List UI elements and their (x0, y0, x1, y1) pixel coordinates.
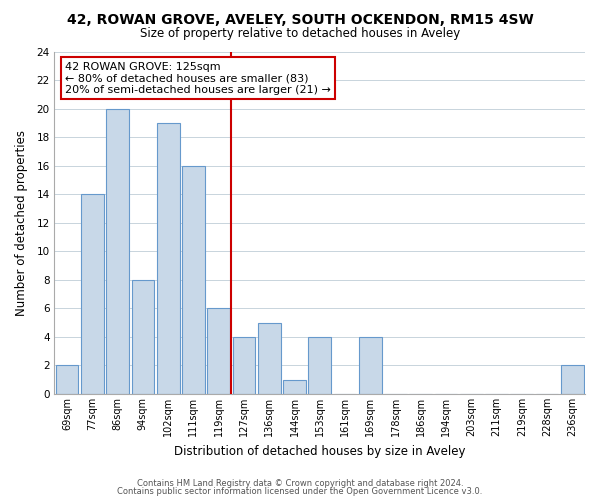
Text: Contains HM Land Registry data © Crown copyright and database right 2024.: Contains HM Land Registry data © Crown c… (137, 478, 463, 488)
Bar (131, 280, 154, 394)
Bar (308, 337, 331, 394)
Bar (106, 108, 129, 394)
Bar (157, 123, 179, 394)
Y-axis label: Number of detached properties: Number of detached properties (15, 130, 28, 316)
Bar (561, 366, 584, 394)
Bar (359, 337, 382, 394)
Bar (182, 166, 205, 394)
Text: 42, ROWAN GROVE, AVELEY, SOUTH OCKENDON, RM15 4SW: 42, ROWAN GROVE, AVELEY, SOUTH OCKENDON,… (67, 12, 533, 26)
Bar (258, 322, 281, 394)
Bar (233, 337, 255, 394)
Bar (81, 194, 104, 394)
Bar (56, 366, 79, 394)
Text: Size of property relative to detached houses in Aveley: Size of property relative to detached ho… (140, 28, 460, 40)
X-axis label: Distribution of detached houses by size in Aveley: Distribution of detached houses by size … (174, 444, 466, 458)
Bar (207, 308, 230, 394)
Bar (283, 380, 306, 394)
Text: Contains public sector information licensed under the Open Government Licence v3: Contains public sector information licen… (118, 487, 482, 496)
Text: 42 ROWAN GROVE: 125sqm
← 80% of detached houses are smaller (83)
20% of semi-det: 42 ROWAN GROVE: 125sqm ← 80% of detached… (65, 62, 331, 95)
